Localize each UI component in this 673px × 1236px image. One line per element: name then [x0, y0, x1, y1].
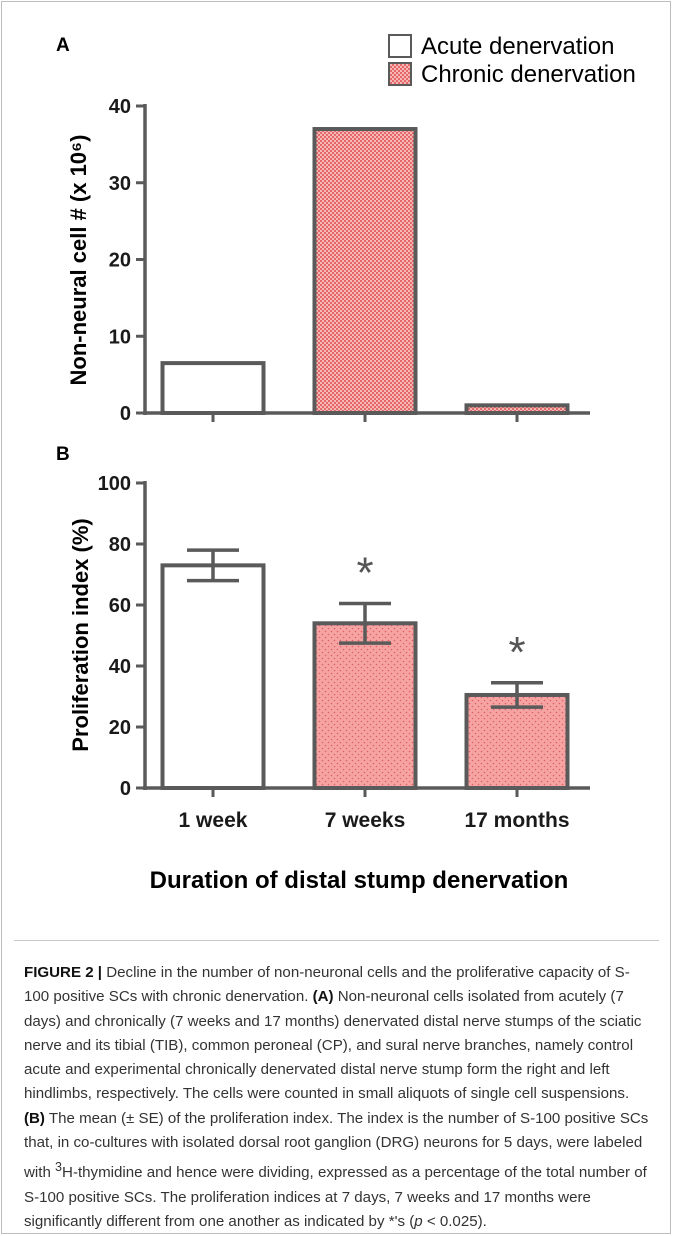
chart-a: A Non-neural cell # (x 10⁶) Acute denerv…: [56, 33, 636, 425]
caption-b-text-3: < 0.025).: [422, 1213, 487, 1230]
chart-b-bar: [160, 563, 266, 790]
chart-b-y-tick-label: 20: [109, 717, 131, 739]
caption-figure-label: FIGURE 2 |: [24, 964, 103, 981]
chart-b-x-tick-label: 17 months: [464, 809, 569, 832]
caption-b-p-symbol: p: [414, 1213, 423, 1230]
chart-a-bar: [312, 127, 418, 415]
caption-divider: [14, 940, 659, 941]
chart-b-y-tick-label: 40: [109, 656, 131, 678]
chart-b-y-tick-label: 60: [109, 595, 131, 617]
chart-b-significance-marker: *: [508, 628, 525, 677]
chart-b-x-tick-label: 1 week: [179, 809, 248, 832]
chart-a-y-tick-label: 20: [109, 250, 131, 272]
caption-b-superscript: 3: [55, 1160, 63, 1175]
caption-b-text-2: H-thymidine and hence were dividing, exp…: [24, 1164, 647, 1230]
chart-b-y-tick-label: 100: [98, 473, 131, 495]
legend-swatch-chronic: [388, 62, 412, 86]
chart-a-y-tick-label: 30: [109, 173, 131, 195]
chart-a-y-tick-label: 0: [120, 403, 131, 425]
panel-a-label: A: [56, 35, 70, 56]
legend-swatch-acute: [388, 34, 412, 58]
legend-label-acute: Acute denervation: [421, 33, 614, 60]
chart-a-y-tick-label: 10: [109, 326, 131, 348]
chart-a-bar: [160, 361, 266, 415]
chart-a-y-axis-label: Non-neural cell # (x 10⁶): [66, 135, 91, 386]
chart-b-significance-marker: *: [356, 548, 373, 597]
chart-b-y-tick-label: 0: [120, 778, 131, 800]
chart-b-x-tick-label: 7 weeks: [325, 809, 406, 832]
chart-b-bar: [312, 621, 418, 790]
chart-b-x-axis-label: Duration of distal stump denervation: [150, 867, 569, 894]
chart-b-y-tick-label: 80: [109, 534, 131, 556]
figure-caption: FIGURE 2 | Decline in the number of non-…: [24, 961, 650, 1234]
chart-a-y-tick-label: 40: [109, 96, 131, 118]
panel-b-label: B: [56, 444, 70, 465]
caption-b-text-1: The mean (± SE) of the proliferation ind…: [24, 1109, 649, 1182]
legend-label-chronic: Chronic denervation: [421, 61, 636, 88]
caption-a-text: Non-neuronal cells isolated from acutely…: [24, 988, 642, 1103]
chart-b-y-axis-label: Proliferation index (%): [68, 518, 93, 751]
chart-b-bar: [464, 692, 570, 790]
chart-b: B Proliferation index (%) 0 20 40 60 80 100 *…: [56, 444, 590, 894]
caption-intro: Decline in the number of non-neuronal ce…: [24, 964, 630, 1006]
caption-b-label: (B): [24, 1109, 45, 1127]
caption-a-label: (A): [312, 988, 334, 1006]
figure-charts: A Non-neural cell # (x 10⁶) Acute denerv…: [56, 33, 636, 894]
